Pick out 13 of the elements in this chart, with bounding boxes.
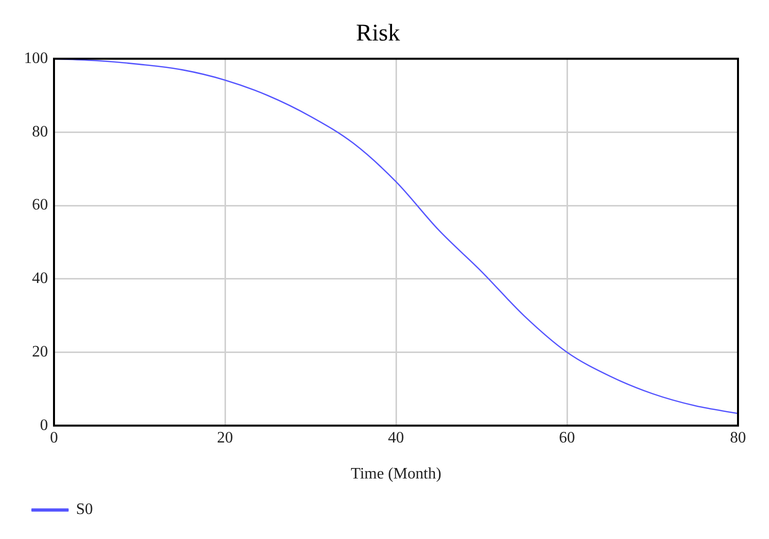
- y-tick-label: 0: [40, 416, 48, 434]
- y-tick-label: 20: [32, 343, 48, 360]
- y-tick-label: 100: [24, 50, 48, 68]
- legend-label: S0: [76, 501, 93, 518]
- y-tick-label: 80: [32, 123, 48, 140]
- x-axis-title: Time (Month): [350, 466, 442, 483]
- x-tick-label: 80: [730, 429, 746, 446]
- x-tick-label: 40: [388, 429, 404, 446]
- y-tick-label: 40: [32, 270, 48, 288]
- chart-title: Risk: [356, 20, 400, 47]
- x-tick-label: 60: [559, 429, 575, 446]
- y-tick-label: 60: [32, 196, 48, 214]
- x-tick-label: 20: [217, 429, 233, 446]
